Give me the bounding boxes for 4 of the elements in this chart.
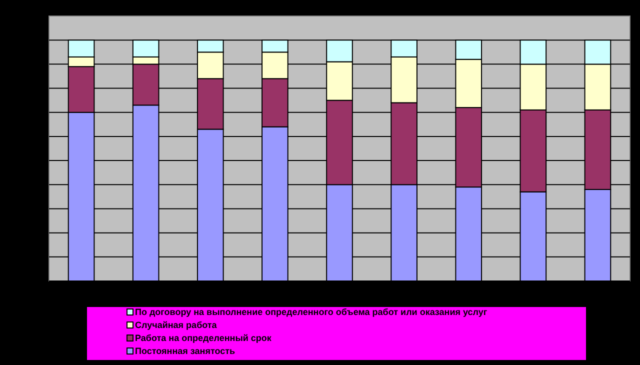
legend-label: Случайная работа: [135, 320, 218, 330]
legend-label: Работа на определенный срок: [135, 333, 272, 343]
legend-label: По договору на выполнение определенного объема работ или оказания услуг: [135, 307, 488, 317]
legend-label: Постоянная занятость: [135, 346, 236, 356]
